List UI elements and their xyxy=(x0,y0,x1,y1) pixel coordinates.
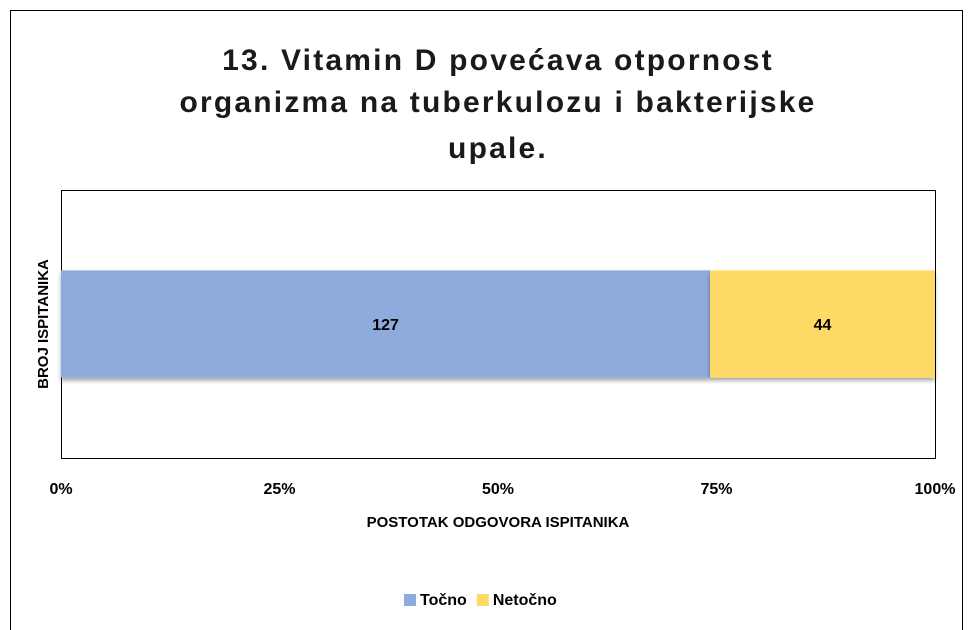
x-tick-label: 25% xyxy=(263,481,295,498)
legend-label: Točno xyxy=(420,592,467,609)
chart-title: organizma na tuberkulozu i bakterijske xyxy=(179,86,816,119)
y-axis-label: BROJ ISPITANIKA xyxy=(35,259,52,389)
x-axis-label: POSTOTAK ODGOVORA ISPITANIKA xyxy=(367,514,630,531)
legend-label: Netočno xyxy=(493,592,557,609)
x-tick-label: 100% xyxy=(915,481,956,498)
x-tick-label: 50% xyxy=(482,481,514,498)
bar xyxy=(61,270,711,378)
x-tick-label: 0% xyxy=(49,481,72,498)
chart-title: upale. xyxy=(448,132,548,165)
legend-swatch xyxy=(404,594,416,606)
data-label: 44 xyxy=(814,317,832,334)
chart-title: 13. Vitamin D povećava otpornost xyxy=(222,44,774,77)
legend-swatch xyxy=(476,594,489,606)
x-tick-label: 75% xyxy=(700,481,732,498)
bar xyxy=(710,270,935,378)
data-label: 127 xyxy=(372,317,399,334)
